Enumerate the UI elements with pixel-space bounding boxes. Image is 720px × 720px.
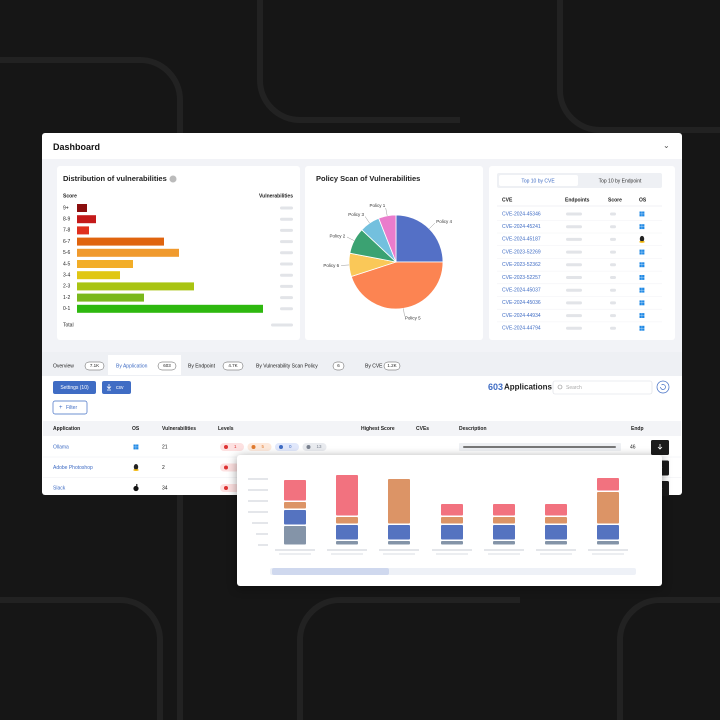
collapse-chevron[interactable]: ⌄ [663,141,670,150]
distribution-card [57,166,300,340]
dashboard-title: Dashboard [53,142,101,152]
chart-overlay-card [237,455,662,586]
policy-card [305,166,483,340]
top10-card [489,166,675,340]
tab-bar [42,352,682,376]
